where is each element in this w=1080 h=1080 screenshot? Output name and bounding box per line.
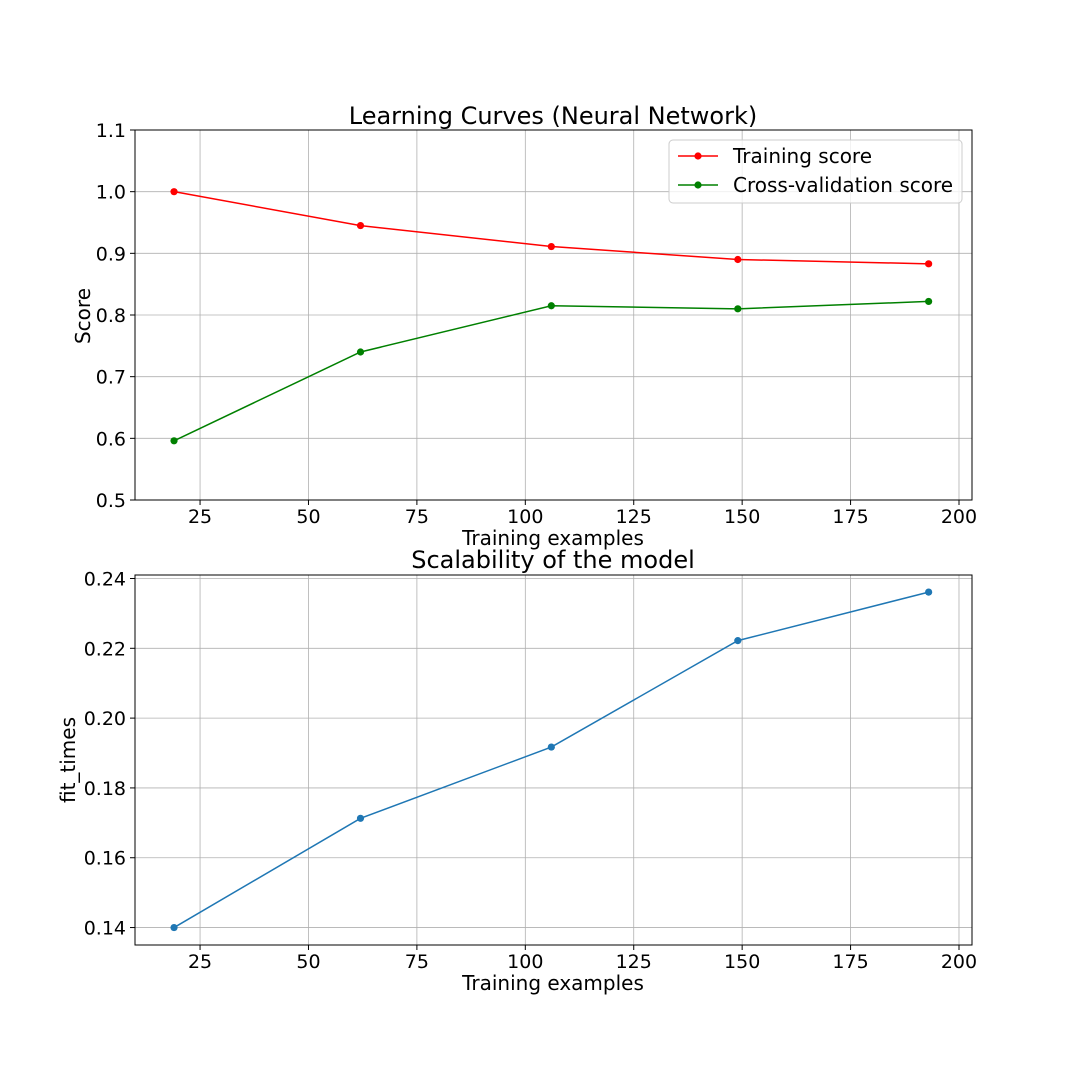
learning-curves-y-tick-label: 1.0 xyxy=(96,182,126,204)
learning-curves-data-point xyxy=(547,302,555,310)
scalability-axes: Scalability of the model Training exampl… xyxy=(56,546,977,995)
legend-box xyxy=(668,139,963,204)
learning-curves-x-tick-label: 25 xyxy=(188,506,212,528)
scalability-x-tick-label: 100 xyxy=(507,951,543,973)
learning-curves-x-tick-label: 75 xyxy=(405,506,429,528)
scalability-y-tick-label: 0.18 xyxy=(84,778,126,800)
scalability-x-label: Training examples xyxy=(461,971,644,995)
learning-curves-y-tick-label: 1.1 xyxy=(96,120,126,142)
legend-label: Training score xyxy=(732,144,872,168)
scalability-y-label: fit_times xyxy=(56,717,80,803)
scalability-x-tick-label: 150 xyxy=(724,951,760,973)
learning-curves-y-tick-label: 0.6 xyxy=(96,428,126,450)
legend-marker xyxy=(694,152,702,160)
scalability-data-point xyxy=(547,743,555,751)
scalability-y-tick-label: 0.24 xyxy=(84,568,126,590)
learning-curves-data-point xyxy=(356,348,365,356)
learning-curves-data-point xyxy=(925,297,933,306)
scalability-data-point xyxy=(170,923,178,932)
learning-curves-x-label: Training examples xyxy=(461,526,644,550)
learning-curves-x-tick-label: 100 xyxy=(507,506,543,528)
learning-curves-data-point xyxy=(734,255,742,264)
learning-curves-x-tick-label: 175 xyxy=(832,506,868,528)
learning-curves-x-tick-label: 150 xyxy=(724,506,760,528)
scalability-x-tick-label: 125 xyxy=(616,951,652,973)
legend-label: Cross-validation score xyxy=(733,173,953,197)
learning-curves-y-tick-label: 0.8 xyxy=(96,305,126,327)
scalability-axes-frame xyxy=(134,574,973,946)
scalability-data-point xyxy=(734,637,742,645)
learning-curves-y-tick-label: 0.5 xyxy=(96,490,126,512)
learning-curves-data-point xyxy=(734,305,742,313)
scalability-data-point xyxy=(925,588,933,596)
learning-curves-legend: Training score Cross-validation score xyxy=(668,139,963,204)
learning-curves-data-point xyxy=(356,221,365,230)
scalability-x-tick-label: 200 xyxy=(941,951,977,973)
learning-curves-title: Learning Curves (Neural Network) xyxy=(349,102,758,130)
scalability-x-tick-label: 175 xyxy=(832,951,868,973)
scalability-y-tick-label: 0.16 xyxy=(84,848,126,870)
scalability-y-tick-label: 0.20 xyxy=(84,708,126,730)
learning-curves-axes: Learning Curves (Neural Network) Trainin… xyxy=(71,102,977,550)
learning-curves-y-tick-label: 0.7 xyxy=(96,367,126,389)
learning-curves-y-label: Score xyxy=(71,288,95,344)
scalability-x-tick-label: 75 xyxy=(405,951,429,973)
learning-curves-x-tick-label: 125 xyxy=(616,506,652,528)
learning-curves-axes-frame xyxy=(134,129,973,501)
legend-marker xyxy=(694,181,702,189)
learning-curves-x-tick-label: 200 xyxy=(941,506,977,528)
scalability-title: Scalability of the model xyxy=(411,546,695,574)
scalability-x-tick-label: 50 xyxy=(296,951,320,973)
learning-curves-y-tick-label: 0.9 xyxy=(96,243,126,265)
learning-curves-data-point xyxy=(925,260,933,268)
learning-curves-data-point xyxy=(170,437,178,445)
scalability-y-tick-label: 0.14 xyxy=(84,918,126,940)
scalability-data-point xyxy=(356,814,365,822)
learning-curves-data-point xyxy=(547,242,555,251)
scalability-y-tick-label: 0.22 xyxy=(84,638,126,660)
learning-curves-x-tick-label: 50 xyxy=(296,506,320,528)
learning-curves-data-point xyxy=(170,188,178,196)
scalability-x-tick-label: 25 xyxy=(188,951,212,973)
